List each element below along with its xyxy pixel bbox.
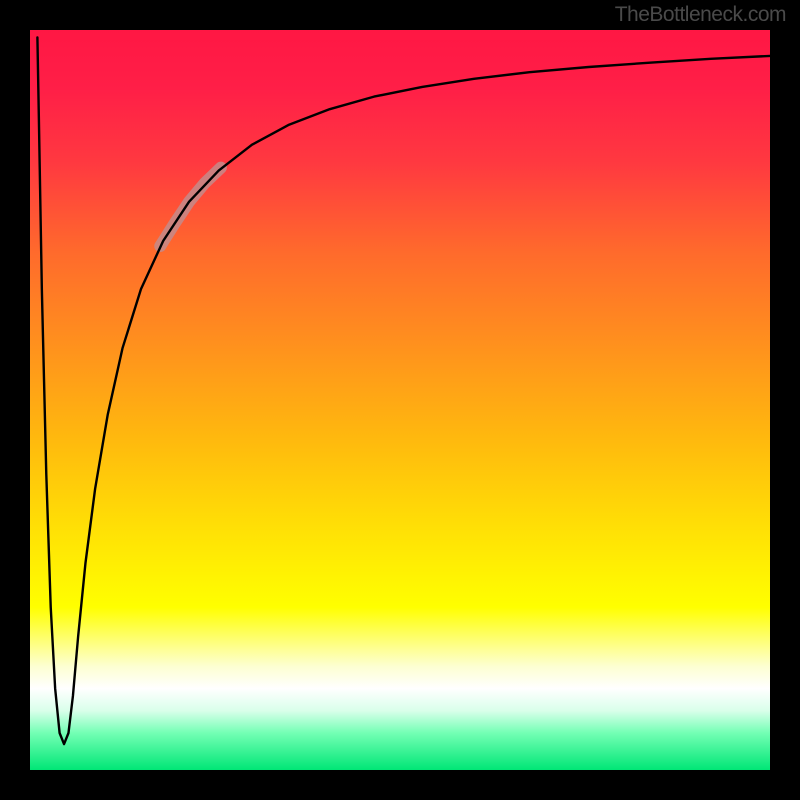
chart-curve-layer: [30, 30, 770, 770]
bottleneck-curve: [37, 37, 770, 744]
watermark-text: TheBottleneck.com: [615, 3, 786, 27]
chart-plot-area: [30, 30, 770, 770]
